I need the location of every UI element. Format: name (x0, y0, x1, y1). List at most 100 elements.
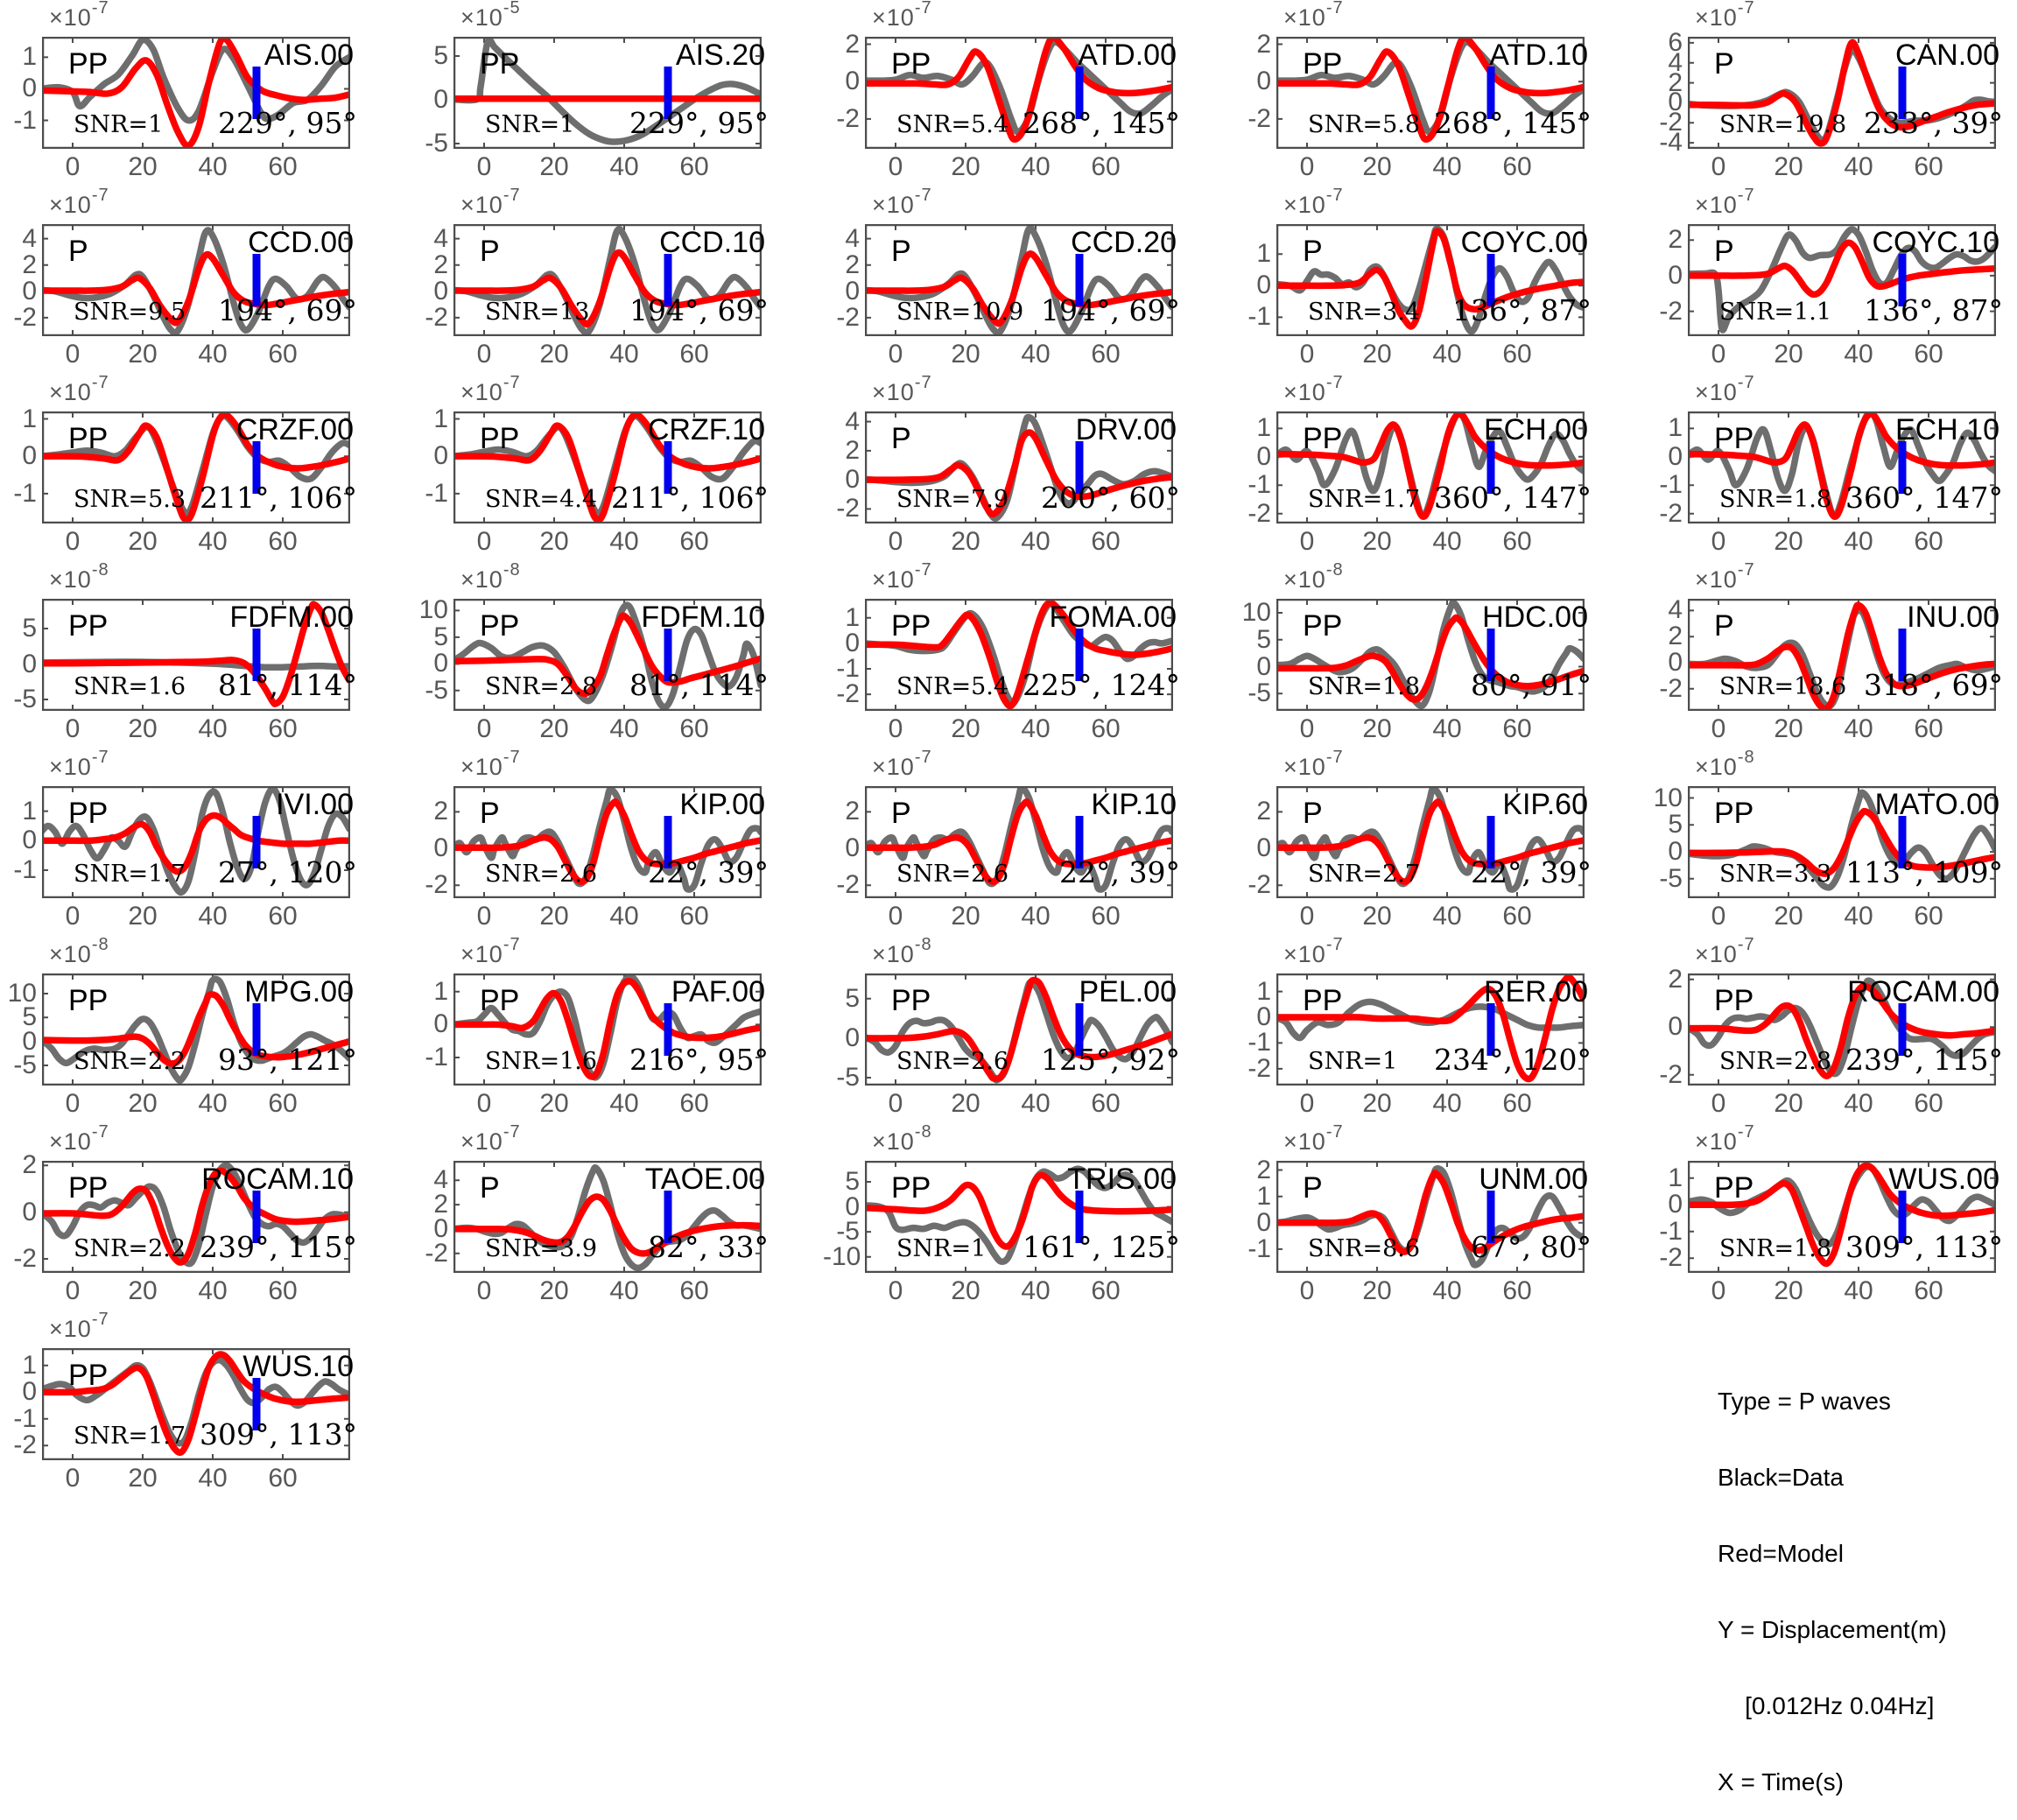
phase-label: PP (1303, 422, 1343, 455)
x-tick-label: 40 (1021, 714, 1051, 743)
y-tick-label: 0 (22, 1026, 37, 1056)
subplot-INU.00: ×10-7 4 2 0 -2 0 20 40 60 P INU.00 SNR=18.6 318°, 69… (1646, 560, 2017, 749)
station-label: HDC.00 (1482, 601, 1588, 634)
y-tick-label: 2 (433, 1190, 448, 1219)
x-tick-label: 0 (476, 714, 492, 743)
axes-box (42, 1348, 350, 1460)
y-tick-label: -1 (13, 105, 37, 135)
y-tick-label: 0 (845, 67, 860, 96)
phase-label: PP (1303, 609, 1343, 643)
y-axis-scale-label: ×10-7 (1695, 0, 1755, 31)
x-tick-label: 20 (1362, 527, 1392, 556)
model-waveform (453, 612, 762, 698)
phase-label: PP (480, 609, 520, 643)
x-tick-label: 60 (1091, 1089, 1121, 1118)
x-tick-label: 60 (1091, 340, 1121, 369)
y-tick-label: 2 (22, 249, 37, 279)
snr-label: SNR=19.8 (1719, 111, 1847, 138)
x-tick-label: 20 (1774, 902, 1803, 931)
waveform-plot (42, 224, 350, 336)
y-tick-label: -1 (13, 1403, 37, 1433)
y-axis-scale-label: ×10-8 (1695, 748, 1755, 780)
snr-label: SNR=1.8 (1719, 486, 1832, 513)
waveform-plot (453, 973, 762, 1086)
axes-box (865, 973, 1173, 1086)
azimuth-distance-label: 229°, 95° (218, 106, 357, 140)
y-tick-label: 4 (845, 406, 860, 436)
y-axis-scale-label: ×10-7 (49, 186, 109, 218)
model-waveform (865, 599, 1173, 710)
y-axis-scale-label: ×10-7 (1283, 373, 1344, 405)
y-tick-label: 2 (1256, 1155, 1271, 1184)
subplot-RER.00: ×10-7 1 0 -1 -2 0 20 40 60 PP RER.00 SNR=1 234°, 120… (1234, 935, 1646, 1124)
x-tick-label: 40 (1021, 1276, 1051, 1305)
x-tick-label: 60 (268, 152, 298, 181)
station-label: MATO.00 (1874, 788, 1999, 821)
station-label: CAN.00 (1894, 39, 1999, 72)
azimuth-distance-label: 22°, 39° (648, 855, 769, 889)
x-tick-label: 0 (1711, 1089, 1726, 1118)
y-tick-label: 5 (1256, 624, 1271, 654)
x-tick-label: 20 (1774, 1089, 1803, 1118)
azimuth-distance-label: 80°, 91° (1471, 668, 1592, 702)
x-tick-label: 0 (1299, 1089, 1315, 1118)
phase-label: PP (1714, 797, 1754, 830)
subplot-MPG.00: ×10-8 10 5 0 -5 0 20 40 60 PP MPG.00 SNR=2.2 93°, 12… (0, 935, 411, 1124)
station-label: TAOE.00 (644, 1163, 765, 1196)
waveform-plot (1688, 599, 1996, 711)
y-axis-scale-label: ×10-7 (460, 373, 521, 405)
y-axis-scale-label: ×10-7 (49, 0, 109, 31)
axes-box (42, 599, 350, 711)
model-waveform (42, 37, 350, 149)
phase-label: P (1303, 1171, 1323, 1205)
y-axis-scale-label: ×10-7 (1695, 373, 1755, 405)
waveform-plot (42, 1348, 350, 1460)
axes-box (1688, 599, 1996, 711)
x-tick-label: 0 (888, 902, 903, 931)
x-tick-label: 40 (609, 1089, 639, 1118)
y-tick-label: 0 (22, 1377, 37, 1407)
model-waveform (1276, 1170, 1585, 1255)
model-waveform (42, 411, 350, 524)
data-waveform (453, 786, 762, 893)
y-axis-scale-label: ×10-8 (1283, 560, 1344, 593)
y-tick-label: -1 (425, 1043, 448, 1072)
x-tick-label: 0 (888, 152, 903, 181)
axes-box (1688, 411, 1996, 524)
x-tick-label: 60 (1091, 1276, 1121, 1305)
model-waveform (865, 429, 1173, 518)
station-label: CCD.00 (248, 226, 354, 259)
snr-label: SNR=3.4 (1308, 299, 1421, 326)
y-tick-label: 0 (845, 1022, 860, 1052)
station-label: TRIS.00 (1067, 1163, 1177, 1196)
y-axis-scale-label: ×10-8 (49, 560, 109, 593)
waveform-plot (453, 599, 762, 711)
y-axis-scale-label: ×10-7 (460, 186, 521, 218)
y-tick-label: 0 (1668, 837, 1683, 867)
waveform-plot (1276, 37, 1585, 149)
x-tick-label: 60 (1091, 152, 1121, 181)
azimuth-distance-label: 216°, 95° (629, 1043, 769, 1077)
x-tick-label: 0 (1299, 152, 1315, 181)
waveform-plot (453, 786, 762, 898)
y-tick-label: 2 (1668, 964, 1683, 994)
azimuth-distance-label: 22°, 39° (1471, 855, 1592, 889)
snr-label: SNR=1.6 (485, 1048, 598, 1075)
y-tick-label: -1 (1247, 302, 1271, 332)
x-tick-label: 20 (539, 152, 569, 181)
y-axis-scale-label: ×10-5 (460, 0, 521, 31)
axes-box (42, 37, 350, 149)
azimuth-distance-label: 194°, 69° (629, 293, 769, 327)
waveform-plot (453, 224, 762, 336)
model-waveform (865, 976, 1173, 1082)
y-axis-scale-label: ×10-8 (460, 560, 521, 593)
station-label: FDFM.10 (641, 601, 765, 634)
y-tick-label: 2 (1668, 67, 1683, 97)
x-tick-label: 20 (1774, 714, 1803, 743)
y-axis-scale-label: ×10-8 (49, 935, 109, 967)
x-tick-label: 0 (65, 902, 81, 931)
x-tick-label: 0 (888, 714, 903, 743)
snr-label: SNR=5.8 (1308, 111, 1421, 138)
waveform-plot (1688, 973, 1996, 1086)
axes-box (865, 786, 1173, 898)
